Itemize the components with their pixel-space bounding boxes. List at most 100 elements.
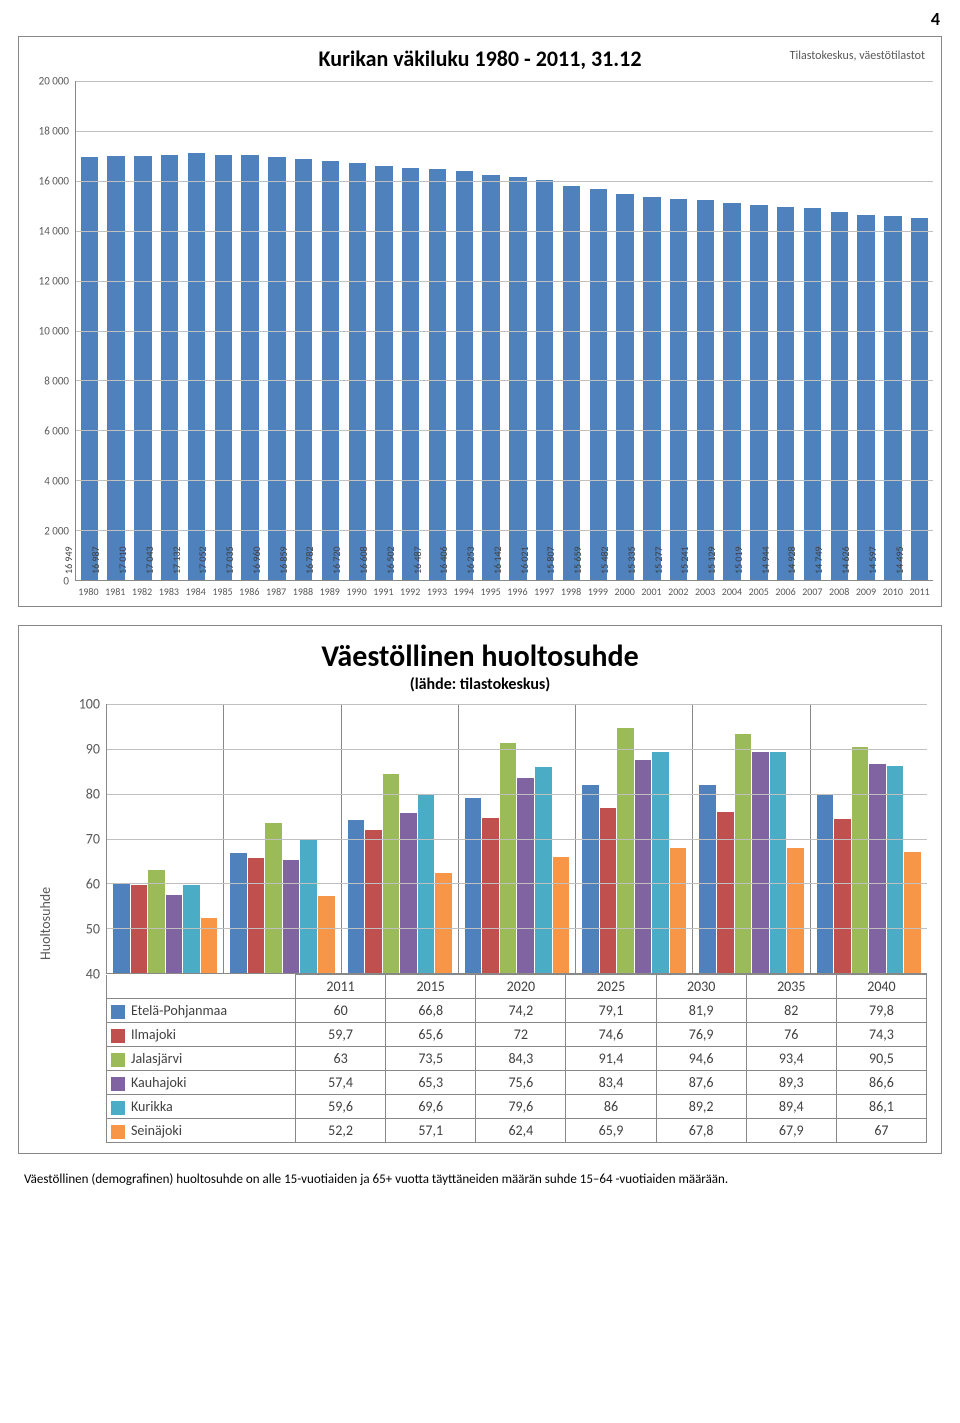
chart2-bar xyxy=(435,873,452,973)
chart2-data-cell: 74,6 xyxy=(566,1023,656,1047)
chart2-data-cell: 59,6 xyxy=(296,1095,386,1119)
chart2-bar xyxy=(230,853,247,973)
chart2-plot-area xyxy=(106,704,927,974)
chart2-bar xyxy=(265,823,282,973)
chart2-data-cell: 74,3 xyxy=(836,1023,926,1047)
chart1-bar-value: 17 035 xyxy=(223,546,236,574)
chart2-title: Väestöllinen huoltosuhde xyxy=(33,638,927,675)
chart1-x-tick: 2000 xyxy=(611,581,638,598)
chart1-y-axis: 02 0004 0006 0008 00010 00012 00014 0001… xyxy=(27,81,75,581)
chart1-bar-value: 15 019 xyxy=(732,546,745,574)
chart1-bar: 17 043 xyxy=(161,155,178,580)
chart2-bar xyxy=(400,813,417,973)
chart2-data-cell: 74,2 xyxy=(476,999,566,1023)
chart2-bar xyxy=(735,734,752,973)
chart2-y-axis-label: Huoltosuhde xyxy=(33,704,58,1143)
chart2-data-cell: 63 xyxy=(296,1047,386,1071)
chart1-x-tick: 1998 xyxy=(558,581,585,598)
chart2-data-cell: 67,9 xyxy=(746,1119,836,1143)
chart2-legend-item: Etelä-Pohjanmaa xyxy=(107,999,296,1023)
chart2-data-cell: 57,4 xyxy=(296,1071,386,1095)
legend-swatch xyxy=(111,1101,125,1115)
legend-swatch xyxy=(111,1005,125,1019)
chart1-bar: 15 129 xyxy=(723,203,740,580)
chart2-category-header: 2025 xyxy=(566,975,656,999)
chart1-y-tick: 18 000 xyxy=(39,125,69,138)
chart1-x-tick: 2003 xyxy=(692,581,719,598)
chart1-bar-value: 16 987 xyxy=(89,546,102,574)
chart2-data-cell: 76 xyxy=(746,1023,836,1047)
chart2-bar xyxy=(869,764,886,973)
chart1-y-tick: 14 000 xyxy=(39,225,69,238)
chart2-bar xyxy=(717,812,734,973)
chart1-bar-value: 15 277 xyxy=(652,546,665,574)
chart2-y-tick: 90 xyxy=(86,741,100,758)
chart2-data-cell: 93,4 xyxy=(746,1047,836,1071)
chart2-y-tick: 100 xyxy=(79,696,100,713)
chart2-data-cell: 86,1 xyxy=(836,1095,926,1119)
chart2-data-cell: 75,6 xyxy=(476,1071,566,1095)
chart2-y-tick: 40 xyxy=(86,966,100,983)
chart2-data-cell: 94,6 xyxy=(656,1047,746,1071)
chart1-y-tick: 10 000 xyxy=(39,325,69,338)
chart2-data-cell: 89,2 xyxy=(656,1095,746,1119)
chart1-x-tick: 1997 xyxy=(531,581,558,598)
chart1-bar: 16 406 xyxy=(456,171,473,580)
chart1-y-tick: 16 000 xyxy=(39,175,69,188)
chart1-x-tick: 2001 xyxy=(638,581,665,598)
chart1-bar-value: 15 241 xyxy=(679,546,692,574)
chart1-x-tick: 1994 xyxy=(450,581,477,598)
chart2-data-cell: 90,5 xyxy=(836,1047,926,1071)
chart1-bar-value: 17 043 xyxy=(143,546,156,574)
chart2-bar xyxy=(635,760,652,973)
chart2-category-header: 2035 xyxy=(746,975,836,999)
chart1-x-tick: 2006 xyxy=(772,581,799,598)
chart1-bar: 14 944 xyxy=(777,207,794,580)
chart2-data-cell: 73,5 xyxy=(386,1047,476,1071)
chart1-bar-value: 14 944 xyxy=(759,546,772,574)
chart1-bar: 16 960 xyxy=(268,157,285,580)
chart2-data-cell: 52,2 xyxy=(296,1119,386,1143)
chart1-x-tick: 2008 xyxy=(826,581,853,598)
chart1-bar: 15 241 xyxy=(697,200,714,580)
chart2-bar xyxy=(365,830,382,973)
chart1-y-tick: 2 000 xyxy=(44,525,69,538)
chart1-x-tick: 1989 xyxy=(316,581,343,598)
chart1-bar: 15 019 xyxy=(750,205,767,580)
chart2-data-cell: 79,8 xyxy=(836,999,926,1023)
chart2-legend-table: 2011201520202025203020352040Etelä-Pohjan… xyxy=(58,974,927,1143)
chart1-x-tick: 1984 xyxy=(182,581,209,598)
chart1-bar-value: 14 928 xyxy=(786,546,799,574)
chart2-bar xyxy=(752,752,769,973)
chart2-data-cell: 84,3 xyxy=(476,1047,566,1071)
chart1-bar-value: 16 960 xyxy=(250,546,263,574)
chart2-category-header: 2040 xyxy=(836,975,926,999)
chart1-bar: 17 132 xyxy=(188,153,205,580)
chart1-x-tick: 2005 xyxy=(745,581,772,598)
chart2-data-cell: 79,6 xyxy=(476,1095,566,1119)
chart2-bar xyxy=(148,870,165,973)
chart1-y-tick: 0 xyxy=(63,575,69,588)
chart2-data-cell: 91,4 xyxy=(566,1047,656,1071)
chart1-bar-value: 15 659 xyxy=(571,546,584,574)
chart1-bar: 15 482 xyxy=(616,194,633,580)
chart2-data-cell: 67 xyxy=(836,1119,926,1143)
chart1-bar: 14 928 xyxy=(804,208,821,580)
chart1-bar: 14 626 xyxy=(857,215,874,580)
chart2-bar xyxy=(482,818,499,973)
chart1-x-tick: 2002 xyxy=(665,581,692,598)
chart2-bar xyxy=(348,820,365,973)
chart2-data-cell: 60 xyxy=(296,999,386,1023)
chart1-bar-value: 17 052 xyxy=(196,546,209,574)
chart1-bar: 15 659 xyxy=(590,189,607,580)
chart2-bar xyxy=(582,785,599,973)
chart1-bar-value: 16 142 xyxy=(491,546,504,574)
chart2-legend-item: Kurikka xyxy=(107,1095,296,1119)
chart1-bar-value: 17 010 xyxy=(116,546,129,574)
chart2-data-cell: 69,6 xyxy=(386,1095,476,1119)
chart2-bar xyxy=(852,747,869,973)
chart2-bar xyxy=(652,752,669,973)
chart2-category-header: 2015 xyxy=(386,975,476,999)
chart1-x-tick: 2009 xyxy=(853,581,880,598)
chart2-bar xyxy=(283,860,300,973)
